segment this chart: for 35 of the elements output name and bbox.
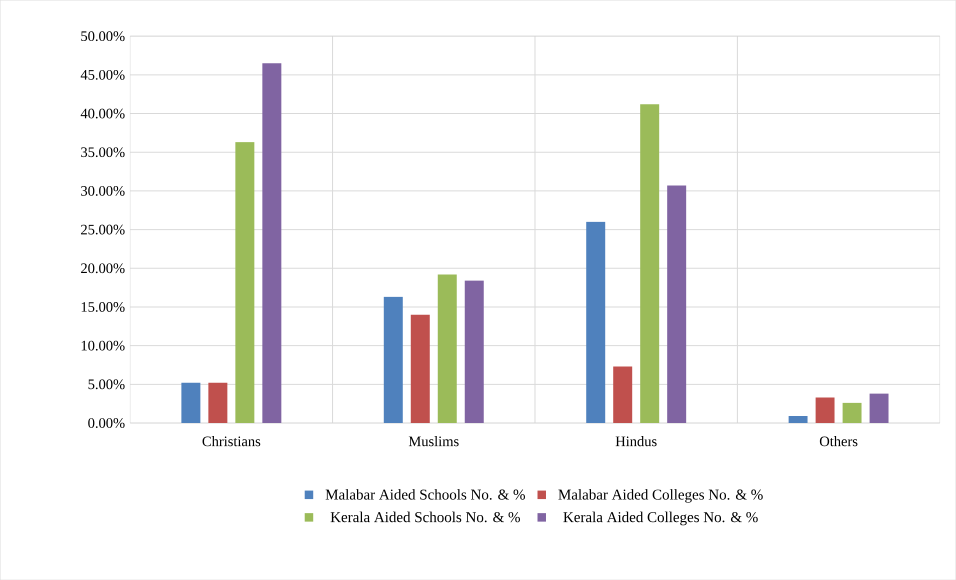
bar [788,416,808,423]
bar [640,104,660,423]
x-tick-label: Christians [202,436,260,446]
y-tick-label: 50.00% [81,31,125,42]
bar [816,397,835,423]
y-tick-label: 10.00% [82,340,125,350]
bar [235,142,254,423]
bar [842,402,862,423]
y-tick-label: 25.00% [81,224,125,234]
y-tick-label: 30.00% [81,186,125,196]
x-tick-label: Others [820,436,858,446]
bar [586,222,606,423]
bar [410,314,430,423]
y-tick-label: 45.00% [80,70,125,80]
y-tick-label: 20.00% [81,263,125,274]
y-tick-label: 0.00% [88,418,125,428]
legend-label: Malabar Aided Colleges No. & % [558,489,763,503]
y-tick-label: 40.00% [80,108,125,118]
bar [870,394,889,423]
bar [262,63,282,423]
bar [384,296,403,423]
y-tick-label: 35.00% [81,147,125,158]
y-tick-label: 15.00% [82,302,125,312]
bar [438,274,457,423]
x-tick-label: Hindus [616,436,657,446]
bar [613,366,632,423]
legend-label: Kerala Aided Colleges No. & % [563,512,758,526]
bar [181,382,200,423]
bar [464,280,484,423]
bar [208,382,228,423]
bar [667,185,686,423]
y-tick-label: 5.00% [88,379,125,390]
legend-label: Malabar Aided Schools No. & % [326,489,525,500]
x-tick-label: Muslims [408,436,459,446]
legend-label: Kerala Aided Schools No. & % [330,512,520,522]
